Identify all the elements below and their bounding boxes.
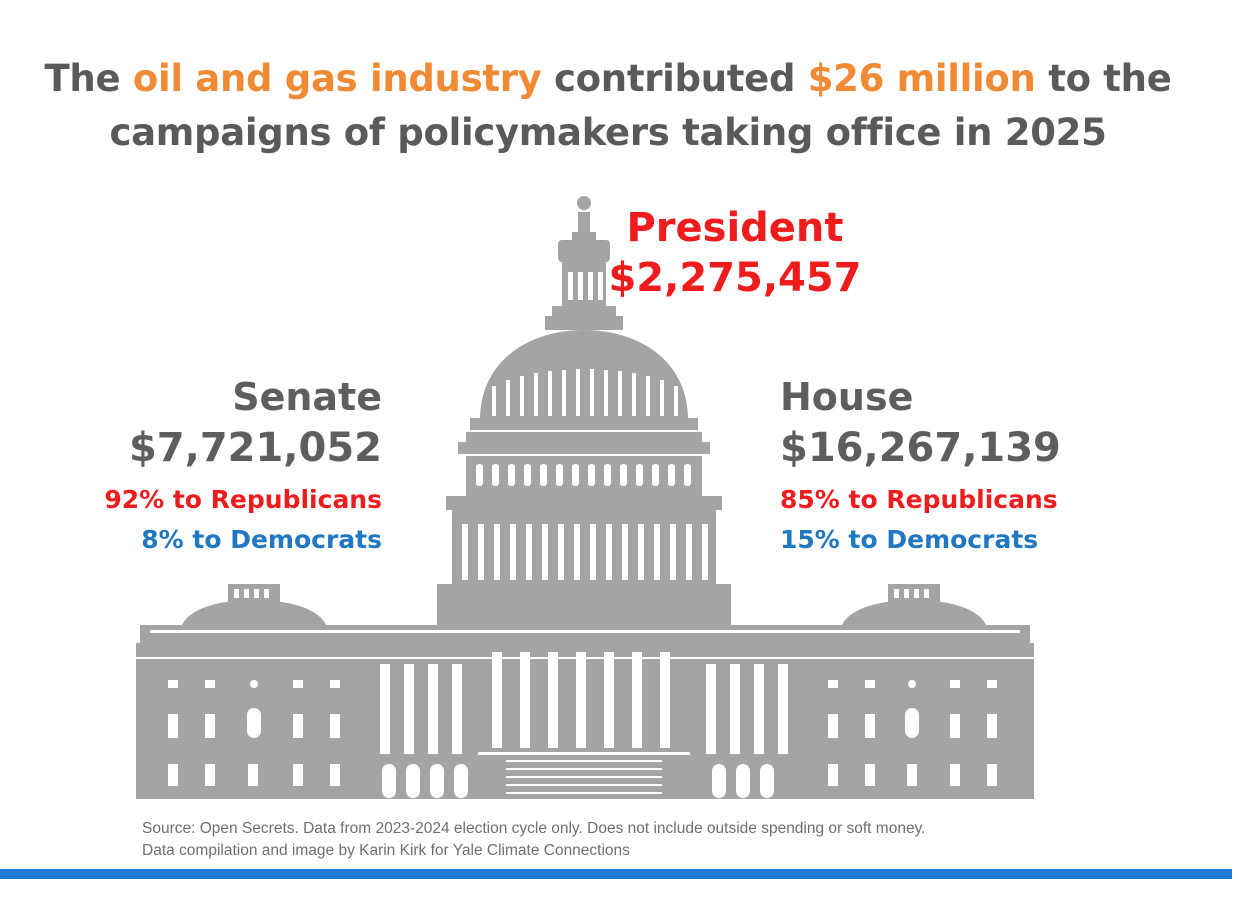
senate-republicans: 92% to Republicans: [104, 485, 382, 514]
house-amount: $16,267,139: [780, 425, 1061, 471]
headline-text-1: The: [44, 57, 133, 100]
house-democrats: 15% to Democrats: [780, 525, 1039, 554]
headline-text-2: contributed: [541, 57, 808, 100]
headline-highlight-amount: $26 million: [807, 57, 1036, 100]
headline-highlight-industry: oil and gas industry: [132, 57, 542, 100]
headline-text-3: to the campaigns of policymakers taking …: [109, 57, 1172, 154]
source-line-2: Data compilation and image by Karin Kirk…: [142, 842, 630, 859]
house-republicans: 85% to Republicans: [780, 485, 1058, 514]
accent-bar: [0, 869, 1232, 879]
house-label: House: [780, 375, 914, 419]
senate-democrats: 8% to Democrats: [141, 525, 382, 554]
senate-amount: $7,721,052: [128, 425, 382, 471]
senate-label: Senate: [232, 375, 382, 419]
source-note: Source: Open Secrets. Data from 2023-202…: [142, 818, 1192, 862]
source-line-1: Source: Open Secrets. Data from 2023-202…: [142, 820, 926, 837]
headline: The oil and gas industry contributed $26…: [0, 52, 1216, 160]
president-label: President: [626, 205, 844, 251]
president-amount: $2,275,457: [608, 255, 862, 301]
